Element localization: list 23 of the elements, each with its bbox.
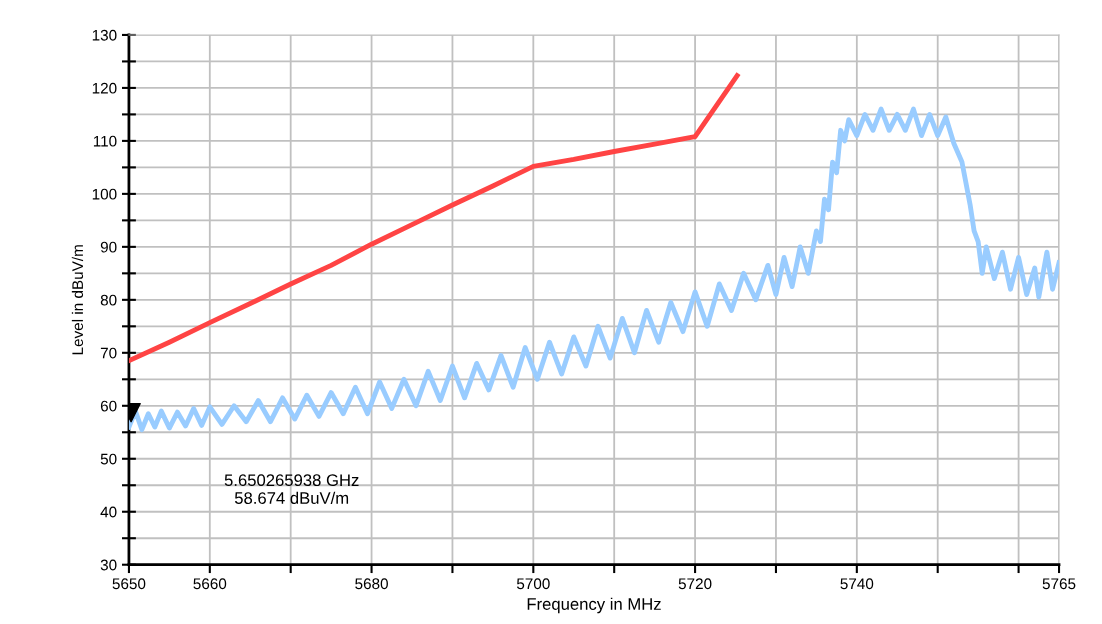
y-tick-label: 130 [92,29,117,41]
y-tick-label: 60 [100,400,117,412]
y-tick-label: 110 [93,135,117,147]
x-tick-label: 5720 [678,578,712,590]
y-tick-label: 80 [100,294,117,306]
y-tick-label: 100 [92,188,117,200]
y-tick-label: 30 [100,559,117,571]
y-tick-label: 120 [92,82,117,94]
x-tick-label: 5660 [193,578,227,590]
annotation: 5.650265938 GHz 58.674 dBuV/m [224,474,359,504]
y-axis-title: Level in dBuV/m [71,245,84,355]
y-tick-label: 50 [100,453,117,465]
x-tick-label: 5650 [112,578,146,590]
x-axis-title: Frequency in MHz [527,597,661,614]
line-series [128,106,1060,433]
y-tick-label: 70 [100,347,117,359]
x-tick-label: 5765 [1042,578,1076,590]
x-tick-label: 5740 [840,578,874,590]
y-tick-label: 40 [100,506,117,518]
line-series [128,73,740,364]
x-tick-label: 5680 [355,578,388,590]
x-tick-label: 5700 [516,578,550,590]
y-tick-label: 90 [100,241,117,253]
